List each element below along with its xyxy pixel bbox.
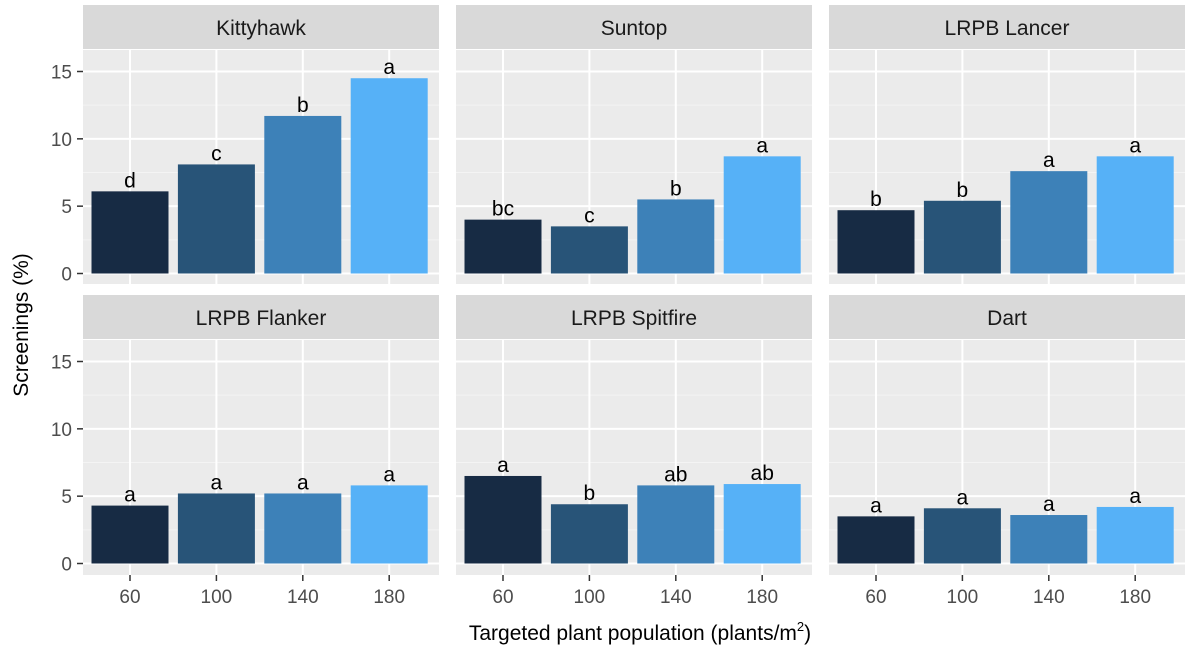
bar [837, 210, 915, 274]
y-tick-label: 15 [51, 353, 72, 374]
significance-letter: d [124, 169, 136, 192]
x-axis-title-main: Targeted plant population (plants/m [469, 622, 797, 645]
x-axis-title: Targeted plant population (plants/m2) [469, 619, 811, 645]
x-tick-label: 100 [947, 587, 979, 608]
bar [91, 505, 169, 564]
significance-letter: b [297, 94, 309, 117]
facet-panel: LRPB Lancer b b a a [829, 5, 1185, 284]
facet-title: Kittyhawk [216, 17, 306, 40]
x-tick-label: 140 [1033, 587, 1065, 608]
x-axis-title-superscript: 2 [797, 619, 804, 634]
significance-letter: a [1043, 149, 1055, 172]
significance-letter: a [383, 463, 395, 486]
bar [177, 493, 255, 564]
y-tick-label: 0 [61, 555, 72, 576]
facet-title: LRPB Flanker [196, 307, 327, 330]
facet-strip [83, 5, 439, 49]
bar [350, 485, 428, 564]
significance-letter: c [211, 142, 222, 165]
facet-title: LRPB Lancer [945, 17, 1070, 40]
x-tick-label: 180 [373, 587, 405, 608]
y-axis-title: Screenings (%) [10, 253, 33, 397]
bar [1010, 515, 1088, 564]
bar [723, 484, 801, 564]
significance-letter: a [1129, 485, 1141, 508]
x-tick-label: 180 [746, 587, 778, 608]
bar [91, 191, 169, 274]
x-tick-label: 180 [1119, 587, 1151, 608]
significance-letter: a [1129, 134, 1141, 157]
bar [637, 199, 715, 274]
significance-letter: a [1043, 493, 1055, 516]
facet-title: Suntop [601, 17, 668, 40]
significance-letter: a [211, 471, 223, 494]
significance-letter: a [124, 484, 136, 507]
x-tick-label: 140 [287, 587, 319, 608]
facet-strip [456, 5, 812, 49]
significance-letter: bc [492, 198, 514, 221]
significance-letter: a [297, 471, 309, 494]
facet-title: LRPB Spitfire [571, 307, 697, 330]
x-tick-label: 60 [865, 587, 886, 608]
facet-strip [829, 295, 1185, 339]
bar [464, 219, 542, 274]
significance-letter: b [870, 188, 882, 211]
y-tick-label: 0 [61, 265, 72, 286]
significance-letter: a [756, 134, 768, 157]
significance-letter: a [870, 494, 882, 517]
bar [1096, 156, 1174, 274]
bar [1096, 506, 1174, 564]
facet-panel: Suntop bc c b a [456, 5, 812, 284]
facet-panel: Kittyhawk d c b a 0 5 10 15 [51, 5, 439, 286]
significance-letter: a [957, 486, 969, 509]
significance-letter: a [497, 454, 509, 477]
bar [723, 156, 801, 274]
facet-strip [829, 5, 1185, 49]
x-axis-title-close: ) [804, 622, 811, 645]
bar [264, 115, 342, 274]
facet-strip [83, 295, 439, 339]
bar [923, 200, 1001, 274]
bar [350, 78, 428, 274]
y-tick-label: 15 [51, 63, 72, 84]
x-tick-label: 60 [119, 587, 140, 608]
significance-letter: b [957, 179, 969, 202]
facet-title: Dart [987, 307, 1027, 330]
significance-letter: c [584, 204, 595, 227]
bar [464, 475, 542, 564]
significance-letter: ab [751, 462, 774, 485]
x-tick-label: 100 [574, 587, 606, 608]
bar [550, 226, 628, 274]
y-tick-label: 10 [51, 420, 72, 441]
significance-letter: b [670, 177, 682, 200]
bar [177, 164, 255, 274]
facet-strip [456, 295, 812, 339]
x-tick-label: 140 [660, 587, 692, 608]
x-tick-label: 60 [492, 587, 513, 608]
bar [264, 493, 342, 564]
y-tick-label: 10 [51, 130, 72, 151]
significance-letter: ab [664, 463, 687, 486]
bar [923, 508, 1001, 564]
x-tick-label: 100 [201, 587, 233, 608]
y-tick-label: 5 [61, 487, 72, 508]
y-tick-label: 5 [61, 197, 72, 218]
significance-letter: a [383, 56, 395, 79]
facet-panel: LRPB Flanker a a a a 0 5 10 15 60 100 140 180 [51, 295, 439, 608]
bar [1010, 171, 1088, 274]
bar [550, 504, 628, 564]
facet-panel: Dart a a a a 60 100 140 180 [829, 295, 1185, 608]
bar [637, 485, 715, 564]
significance-letter: b [584, 482, 596, 505]
bar [837, 516, 915, 564]
